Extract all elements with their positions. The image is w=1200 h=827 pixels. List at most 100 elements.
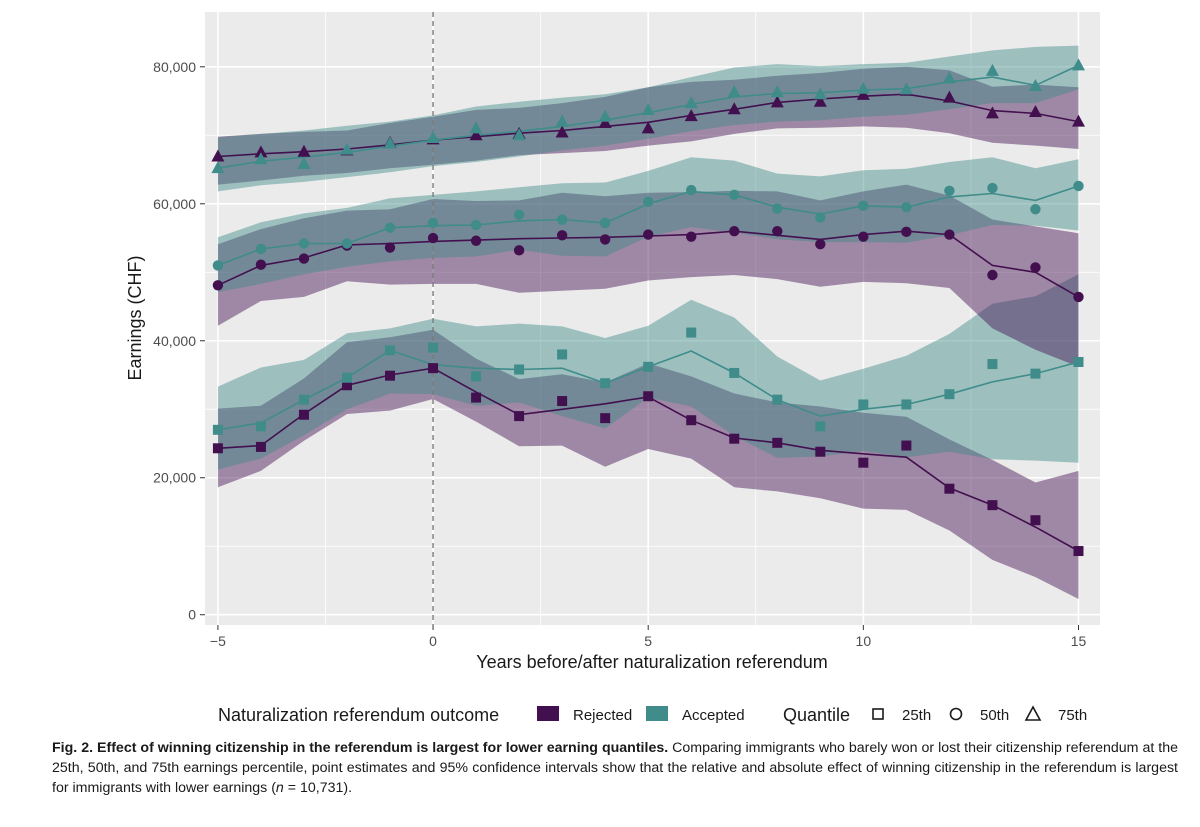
marker-rejected-25th <box>901 440 912 451</box>
marker-accepted-75th <box>598 109 612 122</box>
marker-accepted-25th <box>471 371 482 382</box>
legend-label-rejected: Rejected <box>573 707 632 724</box>
x-tick-label: 5 <box>644 633 652 649</box>
y-tick-label: 20,000 <box>153 470 196 486</box>
marker-rejected-25th <box>772 437 783 448</box>
marker-rejected-75th <box>555 125 569 138</box>
marker-rejected-50th <box>944 229 955 240</box>
marker-accepted-75th <box>770 85 784 98</box>
marker-rejected-50th <box>599 234 611 245</box>
legend-key-square <box>872 708 884 720</box>
legend-key-accepted <box>646 706 668 721</box>
marker-rejected-50th <box>427 232 439 244</box>
marker-rejected-75th <box>469 128 483 141</box>
caption-body-end: = 10,731). <box>283 780 353 796</box>
chart: −5 0 5 10 15 0 20,000 40,000 60,000 80,000 Years … <box>125 12 1100 725</box>
y-axis-title: Earnings (CHF) <box>125 255 145 380</box>
marker-accepted-50th <box>901 202 912 213</box>
marker-accepted-25th <box>255 421 266 432</box>
marker-accepted-25th <box>643 361 654 372</box>
x-tick-label: −5 <box>210 633 226 649</box>
marker-accepted-75th <box>211 161 225 174</box>
marker-rejected-50th <box>901 226 912 238</box>
marker-rejected-75th <box>770 95 784 108</box>
marker-rejected-50th <box>384 242 396 253</box>
marker-accepted-50th <box>341 238 353 249</box>
marker-rejected-25th <box>1030 515 1041 526</box>
marker-rejected-25th <box>557 396 568 407</box>
marker-accepted-50th <box>556 214 568 225</box>
marker-accepted-75th <box>942 71 956 84</box>
x-axis-title: Years before/after naturalization refere… <box>476 652 828 672</box>
marker-accepted-75th <box>727 85 741 98</box>
legend-key-circle <box>949 707 963 721</box>
marker-accepted-50th <box>944 185 955 196</box>
marker-rejected-50th <box>815 238 826 250</box>
marker-accepted-75th <box>555 114 569 127</box>
marker-rejected-75th <box>813 94 827 107</box>
marker-accepted-75th <box>899 82 913 95</box>
marker-accepted-50th <box>212 260 224 271</box>
marker-accepted-75th <box>512 128 526 141</box>
marker-rejected-25th <box>987 500 998 511</box>
marker-accepted-25th <box>212 424 223 435</box>
marker-accepted-75th <box>254 152 268 165</box>
marker-rejected-25th <box>858 457 869 468</box>
caption-body: Comparing immigrants who barely won or l… <box>52 740 1178 796</box>
marker-rejected-50th <box>556 230 568 241</box>
marker-accepted-50th <box>686 184 697 196</box>
legend-quantile-title: Quantile <box>783 705 850 725</box>
band-rejected-25th <box>217 329 1079 599</box>
marker-rejected-75th <box>598 115 612 128</box>
marker-rejected-75th <box>684 109 698 122</box>
marker-rejected-50th <box>729 225 740 237</box>
marker-rejected-25th <box>255 441 266 452</box>
marker-rejected-25th <box>341 380 352 391</box>
marker-accepted-50th <box>599 217 611 229</box>
marker-accepted-25th <box>772 394 783 405</box>
marker-rejected-25th <box>600 413 611 424</box>
marker-accepted-25th <box>987 359 998 370</box>
axes: −5 0 5 10 15 0 20,000 40,000 60,000 80,000 <box>153 59 1086 649</box>
marker-accepted-75th <box>856 81 870 94</box>
legend-label-75th: 75th <box>1058 707 1087 724</box>
marker-accepted-75th <box>469 121 483 134</box>
marker-rejected-50th <box>298 253 310 264</box>
marker-accepted-50th <box>470 219 482 231</box>
marker-rejected-50th <box>212 280 224 291</box>
caption-title: Effect of winning citizenship in the ref… <box>97 740 669 756</box>
marker-rejected-25th <box>212 443 223 454</box>
marker-accepted-50th <box>642 196 654 207</box>
legend-label-accepted: Accepted <box>682 707 745 724</box>
marker-rejected-50th <box>987 269 998 281</box>
marker-rejected-25th <box>471 392 482 403</box>
marker-rejected-25th <box>514 411 525 422</box>
legend-label-25th: 25th <box>902 707 931 724</box>
marker-accepted-75th <box>684 96 698 109</box>
marker-rejected-50th <box>255 259 267 270</box>
point-markers <box>211 58 1085 557</box>
marker-rejected-75th <box>942 90 956 103</box>
y-tick-label: 80,000 <box>153 59 196 75</box>
caption-n-symbol: n <box>275 780 284 796</box>
marker-rejected-25th <box>815 446 826 457</box>
marker-accepted-25th <box>815 421 826 432</box>
marker-accepted-25th <box>1030 368 1041 379</box>
marker-accepted-50th <box>384 222 396 233</box>
marker-accepted-75th <box>383 136 397 149</box>
marker-rejected-50th <box>772 225 783 237</box>
marker-accepted-25th <box>341 372 352 383</box>
marker-rejected-75th <box>1028 104 1042 117</box>
y-tick-label: 40,000 <box>153 333 196 349</box>
marker-rejected-75th <box>297 144 311 157</box>
marker-accepted-25th <box>385 345 396 356</box>
marker-accepted-25th <box>729 367 740 378</box>
marker-accepted-50th <box>427 217 439 229</box>
marker-accepted-25th <box>944 389 955 400</box>
marker-accepted-75th <box>641 102 655 115</box>
marker-rejected-50th <box>1073 291 1084 303</box>
marker-rejected-50th <box>513 245 525 256</box>
marker-accepted-50th <box>987 182 998 194</box>
marker-accepted-25th <box>514 364 525 375</box>
marker-rejected-25th <box>686 415 697 426</box>
